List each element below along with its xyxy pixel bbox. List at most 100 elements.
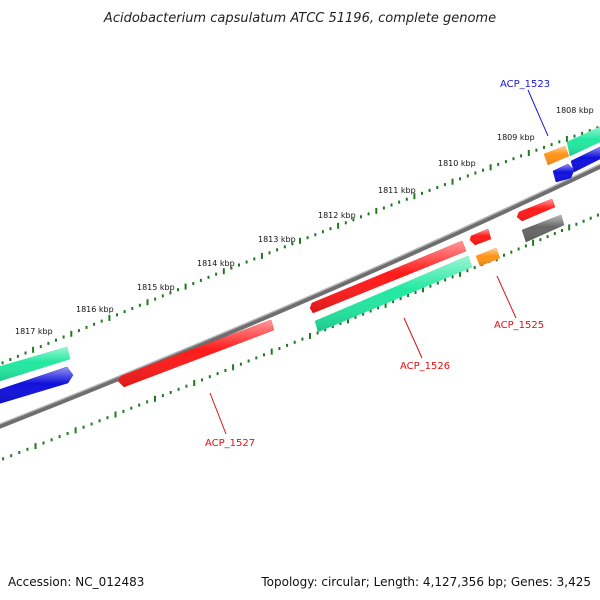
outer-minor-tick (283, 245, 286, 249)
outer-minor-tick (9, 358, 12, 361)
gene-label-acp1527[interactable]: ACP_1527 (205, 438, 255, 449)
inner-minor-tick (201, 378, 203, 382)
inner-minor-tick (98, 419, 101, 423)
outer-minor-tick (543, 145, 545, 149)
inner-minor-tick (473, 266, 476, 270)
inner-minor-tick (169, 391, 172, 394)
outer-minor-tick (321, 230, 324, 234)
gene-red-small-1-shading (470, 229, 491, 245)
genome-summary-text: Topology: circular; Length: 4,127,356 bp… (260, 575, 591, 589)
inner-minor-tick (66, 432, 69, 435)
outer-major-tick (375, 207, 378, 214)
outer-major-tick (337, 222, 340, 229)
inner-minor-tick (301, 337, 304, 341)
inner-minor-tick (293, 340, 296, 344)
inner-minor-tick (138, 403, 141, 407)
inner-minor-tick (436, 281, 439, 285)
outer-major-tick (222, 268, 225, 275)
inner-major-tick (232, 364, 235, 371)
inner-minor-tick (130, 406, 133, 410)
inner-minor-tick (369, 309, 372, 313)
inner-minor-tick (161, 394, 164, 398)
gene-label-acp1525[interactable]: ACP_1525 (494, 320, 544, 331)
outer-minor-tick (466, 174, 469, 178)
outer-minor-tick (581, 131, 584, 135)
outer-major-tick (32, 346, 35, 353)
outer-major-tick (451, 178, 454, 185)
inner-major-tick (532, 239, 535, 246)
outer-minor-tick (329, 227, 332, 231)
inner-major-tick (114, 411, 117, 418)
inner-minor-tick (414, 290, 417, 294)
inner-minor-tick (239, 362, 242, 366)
inner-minor-tick (18, 451, 21, 454)
scale-label-1816: 1816 kbp (76, 305, 114, 314)
outer-minor-tick (77, 329, 80, 333)
inner-dotted-track (2, 213, 599, 461)
outer-major-tick (70, 330, 73, 337)
outer-minor-tick (215, 272, 218, 276)
outer-minor-tick (352, 218, 355, 222)
outer-minor-tick (421, 191, 423, 195)
outer-minor-tick (497, 162, 500, 166)
inner-minor-tick (503, 253, 505, 257)
gene-label-acp1526[interactable]: ACP_1526 (400, 361, 450, 372)
inner-minor-tick (286, 343, 289, 347)
gene-green-right-shading (567, 126, 600, 156)
outer-major-tick (299, 237, 301, 244)
inner-major-tick (422, 286, 424, 293)
gene-label-acp1523[interactable]: ACP_1523 (500, 79, 550, 90)
outer-minor-tick (238, 263, 240, 267)
inner-major-tick (74, 427, 77, 434)
gene-red-acp1527-shading (118, 320, 274, 387)
gene-features (0, 126, 600, 404)
outer-minor-tick (138, 303, 141, 307)
inner-minor-tick (10, 454, 13, 458)
outer-minor-tick (436, 186, 439, 189)
outer-major-tick (565, 135, 568, 142)
inner-minor-tick (575, 222, 578, 226)
inner-minor-tick (362, 312, 365, 316)
inner-minor-tick (324, 328, 327, 332)
outer-minor-tick (443, 183, 446, 187)
outer-minor-tick (85, 325, 88, 329)
inner-major-tick (193, 380, 196, 386)
accession-text: Accession: NC_012483 (8, 575, 144, 589)
outer-minor-tick (245, 260, 248, 264)
inner-minor-tick (510, 250, 513, 254)
inner-minor-tick (224, 369, 227, 372)
gene-leader-lines (209, 89, 549, 435)
outer-minor-tick (360, 215, 362, 219)
inner-minor-tick (263, 353, 265, 357)
scale-label-1812: 1812 kbp (318, 211, 356, 220)
outer-minor-tick (207, 275, 210, 279)
outer-minor-tick (398, 200, 401, 204)
outer-minor-tick (199, 278, 202, 282)
inner-minor-tick (255, 356, 258, 360)
leader-acp1527 (209, 392, 227, 435)
inner-minor-tick (392, 300, 395, 304)
outer-minor-tick (93, 322, 96, 326)
inner-minor-tick (278, 347, 281, 350)
outer-dotted-track (1, 126, 599, 365)
gene-gray-right-shading (522, 215, 564, 242)
inner-major-tick (154, 395, 156, 402)
inner-minor-tick (216, 372, 219, 376)
inner-major-tick (568, 224, 571, 231)
outer-minor-tick (291, 242, 294, 246)
gene-blue-small-shading (553, 164, 574, 182)
scale-label-1809: 1809 kbp (497, 133, 535, 142)
outer-minor-tick (116, 313, 118, 317)
outer-minor-tick (1, 361, 4, 365)
inner-minor-tick (517, 247, 520, 251)
leader-acp1523 (527, 89, 549, 137)
inner-minor-tick (90, 422, 93, 426)
outer-minor-tick (306, 236, 309, 240)
gene-red-small-2-shading (517, 199, 555, 221)
outer-minor-tick (24, 351, 27, 355)
inner-minor-tick (316, 331, 319, 335)
inner-minor-tick (58, 435, 61, 439)
leader-acp1526 (403, 317, 423, 359)
outer-minor-tick (62, 335, 65, 339)
